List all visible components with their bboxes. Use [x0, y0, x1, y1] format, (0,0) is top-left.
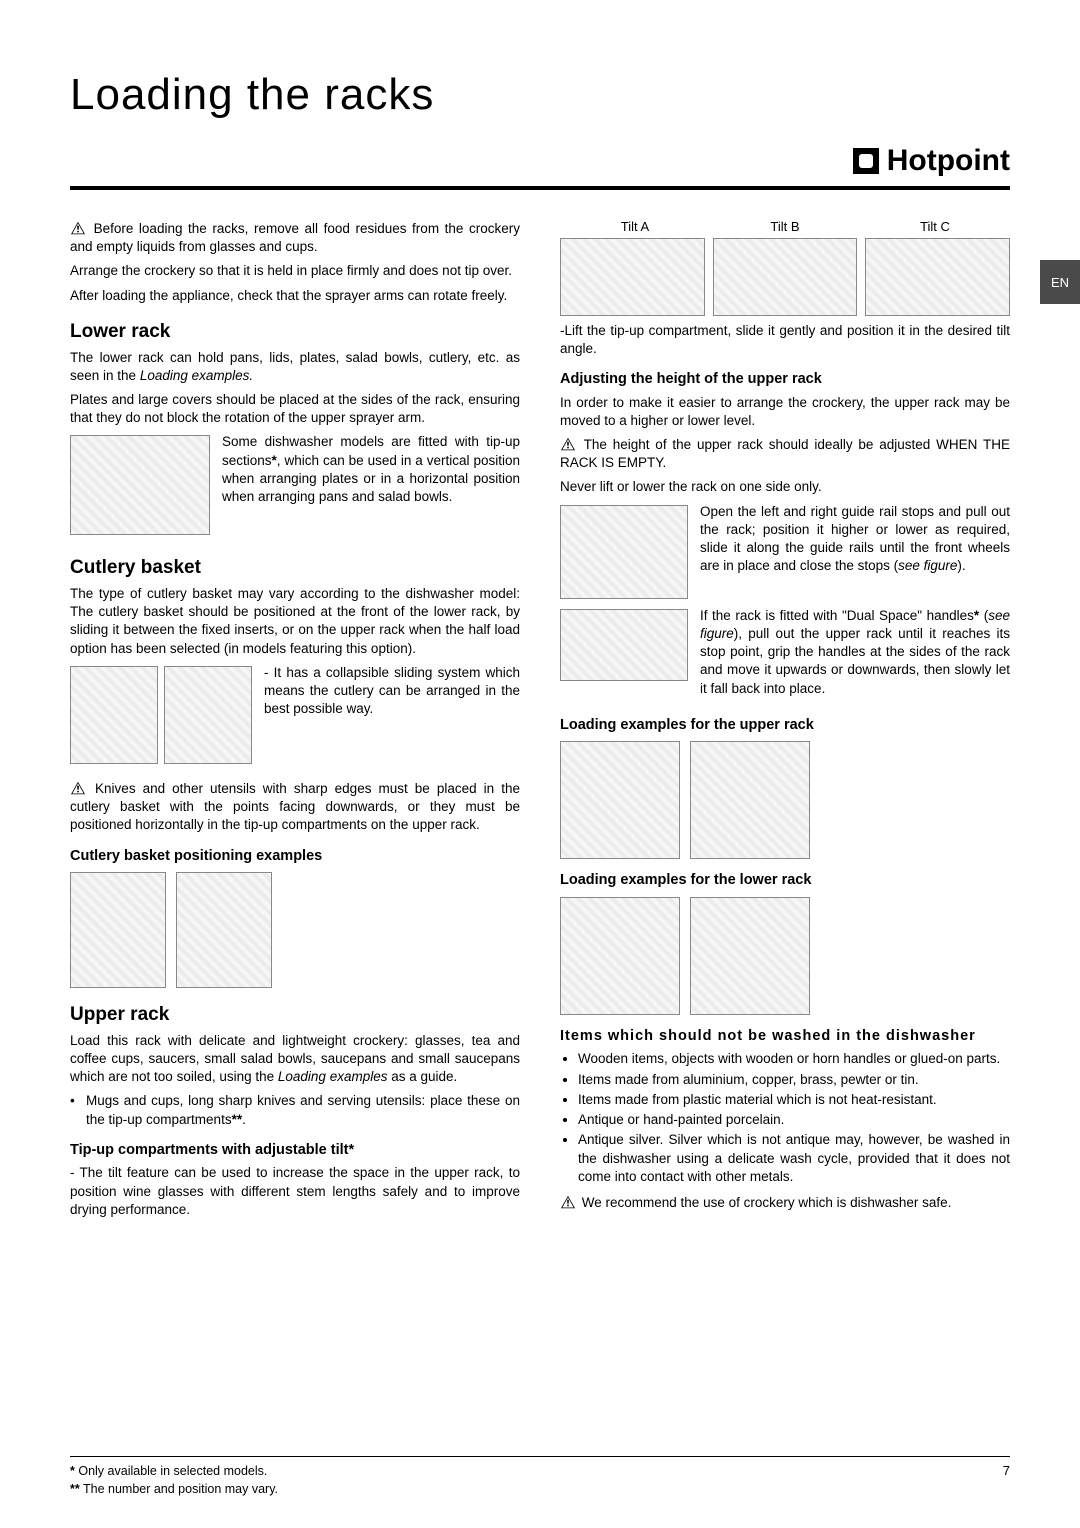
warning-icon — [560, 1195, 576, 1209]
body-text: Load this rack with delicate and lightwe… — [70, 1032, 520, 1087]
lower-rack-figure — [70, 435, 210, 535]
intro-paragraph: Before loading the racks, remove all foo… — [70, 220, 520, 256]
lower-rack-example-figure — [560, 897, 680, 1015]
warning-text: The height of the upper rack should idea… — [560, 436, 1010, 472]
cutlery-basket-figure — [70, 666, 158, 764]
body-text: •Mugs and cups, long sharp knives and se… — [70, 1092, 520, 1128]
warning-text: Knives and other utensils with sharp edg… — [70, 780, 520, 835]
cutlery-basket-figure — [164, 666, 252, 764]
upper-rack-example-figure — [690, 741, 810, 859]
cutlery-position-figure — [176, 872, 272, 988]
list-item: Wooden items, objects with wooden or hor… — [578, 1050, 1010, 1068]
footnotes: * Only available in selected models. ** … — [70, 1456, 1010, 1498]
tilt-label: Tilt C — [860, 218, 1010, 236]
not-wash-heading: Items which should not be washed in the … — [560, 1027, 1010, 1047]
intro-paragraph: Arrange the crockery so that it is held … — [70, 262, 520, 280]
rail-stop-figure — [560, 505, 688, 599]
tilt-label: Tilt B — [710, 218, 860, 236]
adjust-height-heading: Adjusting the height of the upper rack — [560, 370, 1010, 390]
body-text: Plates and large covers should be placed… — [70, 391, 520, 427]
warning-icon — [560, 437, 576, 451]
footnote: ** The number and position may vary. — [70, 1481, 278, 1499]
body-text: -Lift the tip-up compartment, slide it g… — [560, 322, 1010, 358]
page-title: Loading the racks — [70, 70, 1010, 120]
body-text: The lower rack can hold pans, lids, plat… — [70, 349, 520, 385]
brand-logo: Hotpoint — [853, 144, 1010, 178]
footnote: * Only available in selected models. — [70, 1463, 278, 1481]
language-tab: EN — [1040, 260, 1080, 304]
list-item: Items made from plastic material which i… — [578, 1091, 1010, 1109]
upper-rack-examples-heading: Loading examples for the upper rack — [560, 716, 1010, 736]
brand-icon — [853, 148, 879, 174]
body-text: The type of cutlery basket may vary acco… — [70, 585, 520, 658]
tilt-figure — [560, 238, 705, 316]
tilt-label: Tilt A — [560, 218, 710, 236]
right-column: Tilt A Tilt B Tilt C -Lift the tip-up co… — [560, 218, 1010, 1225]
brand-text: Hotpoint — [887, 144, 1010, 178]
upper-rack-example-figure — [560, 741, 680, 859]
lower-rack-heading: Lower rack — [70, 319, 520, 345]
page-number: 7 — [1003, 1463, 1010, 1478]
tilt-figure — [865, 238, 1010, 316]
upper-rack-heading: Upper rack — [70, 1002, 520, 1028]
lower-rack-examples-heading: Loading examples for the lower rack — [560, 871, 1010, 891]
list-item: Antique or hand-painted porcelain. — [578, 1111, 1010, 1129]
cutlery-positioning-heading: Cutlery basket positioning examples — [70, 847, 520, 867]
warning-icon — [70, 781, 86, 795]
divider — [70, 186, 1010, 190]
body-text: Never lift or lower the rack on one side… — [560, 478, 1010, 496]
list-item: Items made from aluminium, copper, brass… — [578, 1071, 1010, 1089]
tilt-figure — [713, 238, 858, 316]
intro-paragraph: After loading the appliance, check that … — [70, 287, 520, 305]
cutlery-basket-heading: Cutlery basket — [70, 555, 520, 581]
not-wash-list: Wooden items, objects with wooden or hor… — [578, 1050, 1010, 1186]
body-text: In order to make it easier to arrange th… — [560, 394, 1010, 430]
cutlery-position-figure — [70, 872, 166, 988]
warning-icon — [70, 221, 86, 235]
dual-space-figure — [560, 609, 688, 681]
lower-rack-example-figure — [690, 897, 810, 1015]
body-text: - The tilt feature can be used to increa… — [70, 1164, 520, 1219]
warning-text: We recommend the use of crockery which i… — [560, 1194, 1010, 1212]
left-column: Before loading the racks, remove all foo… — [70, 218, 520, 1225]
list-item: Antique silver. Silver which is not anti… — [578, 1131, 1010, 1186]
tipup-heading: Tip-up compartments with adjustable tilt… — [70, 1141, 520, 1161]
